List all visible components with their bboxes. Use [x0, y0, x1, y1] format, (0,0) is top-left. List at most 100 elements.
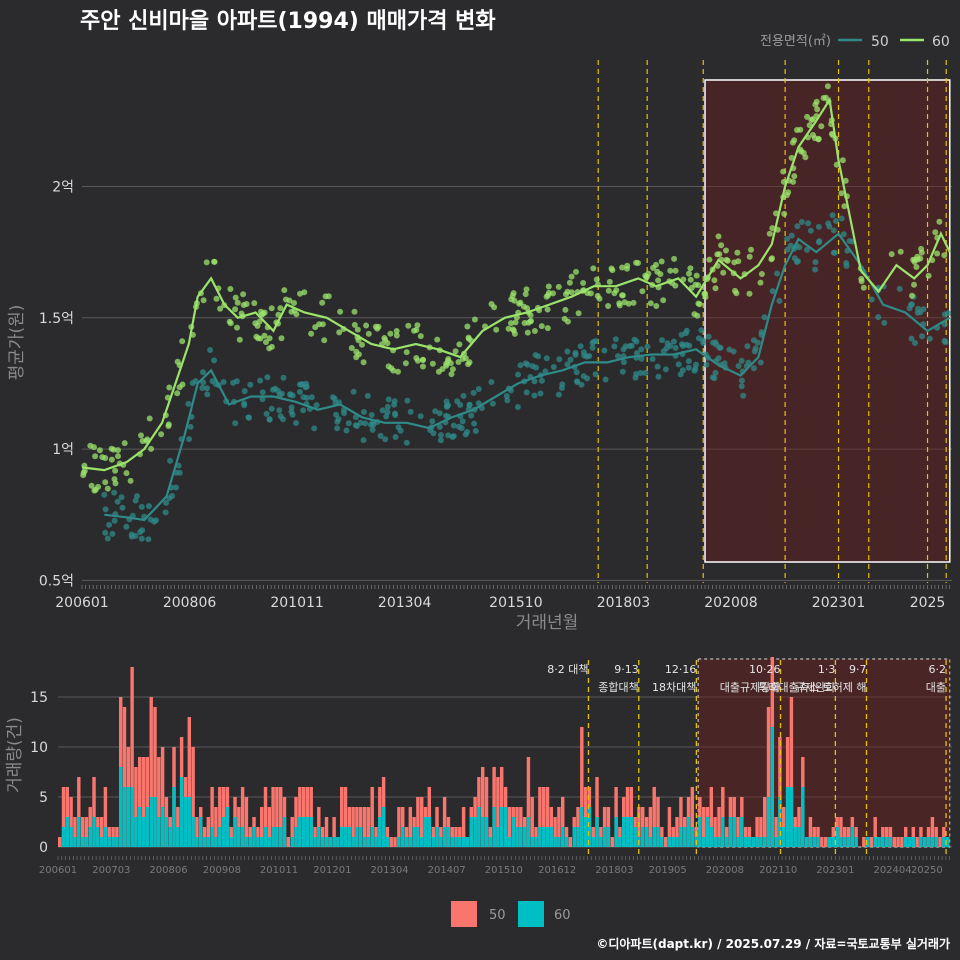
scatter-point	[88, 482, 95, 489]
bar-60	[763, 837, 767, 847]
bar-60	[252, 827, 256, 847]
scatter-point	[232, 306, 239, 313]
bar-60	[442, 827, 447, 847]
bar-50	[553, 817, 557, 847]
scatter-point	[325, 293, 332, 300]
scatter-point	[774, 270, 781, 277]
scatter-point	[575, 310, 582, 317]
bar-50	[557, 807, 561, 847]
bar-60	[683, 827, 687, 847]
x-tick-label: 202404	[873, 865, 911, 876]
scatter-point	[411, 327, 417, 334]
scatter-point	[537, 390, 544, 397]
bar-60	[168, 827, 172, 847]
bar-60	[454, 837, 458, 847]
bar-60	[850, 827, 855, 847]
scatter-point	[686, 270, 692, 277]
bar-60	[412, 827, 416, 847]
scatter-point	[605, 303, 612, 309]
scatter-point	[462, 431, 469, 438]
x-tick-label: 201803	[597, 595, 650, 611]
bar-50	[930, 817, 935, 847]
scatter-point	[437, 437, 444, 444]
scatter-point	[715, 233, 722, 240]
event-label: 대출규제강화	[720, 681, 781, 694]
bar-50	[656, 797, 660, 847]
bar-50	[690, 787, 695, 847]
scatter-point	[511, 330, 518, 337]
scatter-point	[200, 297, 207, 304]
scatter-point	[475, 386, 482, 392]
scatter-point	[362, 420, 369, 427]
bar-60	[401, 827, 405, 847]
scatter-point	[119, 504, 126, 511]
y-axis-label: 평균가(원)	[7, 305, 27, 381]
bar-60	[511, 817, 515, 847]
scatter-point	[296, 381, 303, 388]
scatter-point	[868, 296, 875, 303]
scatter-point	[432, 408, 439, 415]
scatter-point	[365, 330, 372, 337]
scatter-point	[407, 408, 414, 415]
scatter-point	[436, 410, 443, 417]
scatter-point	[369, 426, 376, 433]
bar-60	[458, 837, 462, 847]
bar-60	[385, 837, 390, 847]
scatter-point	[351, 321, 358, 328]
scatter-point	[514, 404, 521, 410]
bar-60	[625, 817, 630, 847]
bar-60	[572, 827, 576, 847]
bar-60	[336, 837, 340, 847]
bar-60	[461, 837, 466, 847]
scatter-point	[605, 287, 612, 294]
scatter-point	[402, 360, 409, 367]
bar-60	[210, 827, 214, 847]
bar-60	[492, 807, 496, 847]
scatter-point	[670, 338, 677, 345]
scatter-point	[330, 394, 336, 401]
scatter-point	[780, 168, 787, 175]
scatter-point	[316, 321, 323, 328]
scatter-point	[186, 436, 192, 443]
scatter-point	[351, 308, 358, 315]
legend-label-60: 60	[554, 908, 571, 923]
scatter-point	[280, 374, 287, 381]
bar-60	[126, 787, 131, 847]
bar-60	[157, 817, 161, 847]
bar-60	[145, 807, 150, 847]
scatter-point	[517, 299, 524, 306]
scatter-point	[167, 457, 174, 464]
bar-60	[766, 797, 771, 847]
bar-50	[702, 807, 706, 847]
scatter-point	[912, 340, 918, 346]
scatter-point	[241, 402, 248, 409]
bar-60	[648, 837, 653, 847]
event-label: 대출	[926, 681, 946, 694]
bar-50	[260, 807, 264, 847]
bar-50	[709, 787, 714, 847]
scatter-point	[287, 391, 294, 398]
bar-50	[58, 837, 62, 847]
bar-50	[138, 757, 142, 847]
scatter-point	[403, 439, 410, 446]
bar-50	[538, 787, 542, 847]
scatter-point	[926, 335, 933, 342]
scatter-point	[261, 309, 268, 316]
bar-60	[641, 827, 645, 847]
scatter-point	[92, 486, 99, 493]
scatter-point	[936, 218, 943, 225]
bar-50	[370, 787, 374, 847]
scatter-point	[522, 291, 529, 298]
bar-60	[740, 817, 744, 847]
price-panel: 0.5억 1억 1.5억 2억 200601 200806 201011 201304 2015…	[7, 34, 952, 633]
scatter-point	[659, 337, 665, 344]
bar-50	[244, 797, 249, 847]
bar-50	[561, 797, 565, 847]
scatter-point	[385, 396, 392, 403]
bar-50	[214, 807, 218, 847]
scatter-point	[726, 346, 733, 353]
scatter-point	[941, 252, 948, 259]
scatter-point	[685, 364, 692, 371]
scatter-point	[815, 223, 822, 230]
